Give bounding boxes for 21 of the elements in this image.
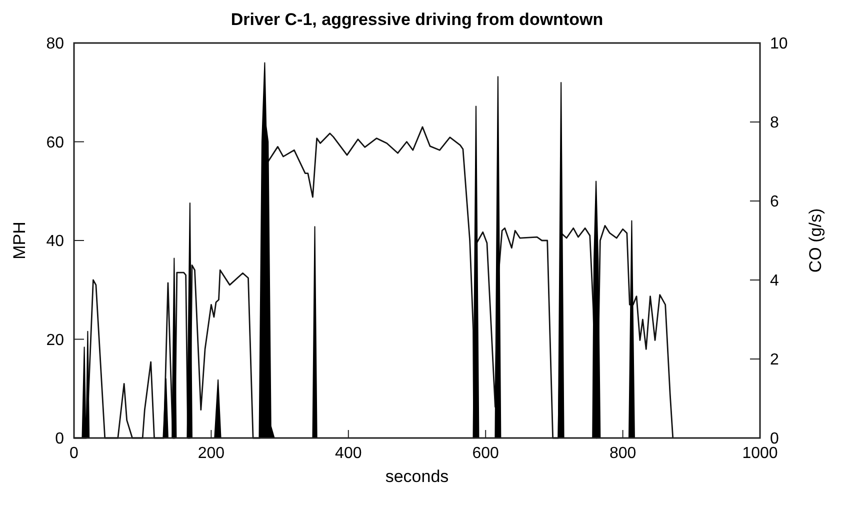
x-tick-label: 600: [472, 445, 500, 462]
x-tick-label: 400: [335, 445, 362, 462]
y-tick-label: 60: [46, 134, 64, 152]
y-axis-title: MPH: [10, 222, 29, 260]
x-tick-label: 0: [70, 445, 79, 462]
y2-tick-label: 6: [770, 194, 779, 211]
y2-tick-label: 8: [770, 114, 779, 132]
y2-tick-label: 10: [770, 36, 788, 53]
x-axis-title: seconds: [385, 467, 449, 486]
chart-title: Driver C-1, aggressive driving from downtown: [230, 10, 604, 29]
y-tick-label: 20: [46, 332, 64, 349]
y2-tick-label: 0: [770, 430, 779, 448]
x-tick-label: 800: [609, 445, 636, 462]
x-tick-label: 200: [198, 445, 225, 462]
y-tick-label: 40: [46, 233, 64, 250]
y-tick-label: 0: [55, 430, 64, 448]
y2-axis-title: CO (g/s): [806, 208, 825, 273]
y-tick-label: 80: [46, 36, 64, 53]
x-tick-label: 1000: [742, 445, 778, 462]
y2-tick-label: 4: [770, 272, 779, 290]
y2-tick-label: 2: [770, 352, 779, 369]
